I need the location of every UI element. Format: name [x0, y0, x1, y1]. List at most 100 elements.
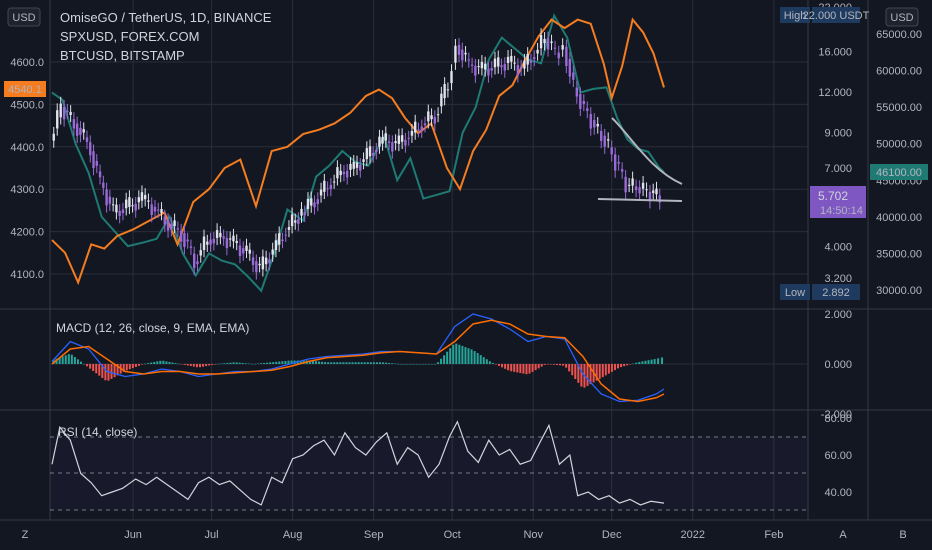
candle-body: [397, 135, 401, 144]
macd-histogram-bar: [171, 362, 174, 364]
macd-histogram-bar: [479, 355, 482, 364]
candle-body: [271, 249, 274, 255]
macd-histogram-bar: [348, 362, 351, 364]
macd-histogram-bar: [415, 364, 418, 365]
candle-body: [470, 64, 474, 66]
macd-histogram-bar: [165, 361, 168, 364]
candle-body: [387, 141, 391, 143]
candle-body: [487, 68, 490, 76]
candle-body: [274, 240, 278, 250]
macd-histogram-bar: [473, 351, 476, 364]
spx-last-value: 4540.1: [8, 84, 42, 96]
macd-histogram-bar: [461, 345, 464, 364]
macd-histogram-bar: [153, 361, 156, 364]
candle-body: [72, 119, 76, 129]
candle-body: [108, 196, 112, 204]
macd-histogram-bar: [528, 364, 531, 374]
candle-body: [557, 52, 560, 59]
macd-histogram-bar: [552, 364, 555, 365]
candle-body: [355, 162, 359, 168]
candle-body: [461, 49, 464, 61]
spx-price-axis[interactable]: 4600.0 4500.0 4400.0 4300.0 4200.0 4100.0: [10, 57, 44, 281]
macd-line: [51, 313, 665, 403]
macd-histogram-bar: [189, 364, 192, 367]
macd-histogram-bar: [498, 364, 501, 366]
candle-body: [516, 65, 520, 76]
macd-histogram-bar: [269, 362, 272, 364]
candle-body: [79, 127, 82, 136]
macd-histogram-bar: [125, 364, 128, 371]
candle-body: [143, 195, 147, 200]
macd-histogram-bar: [510, 364, 513, 372]
right-currency-button[interactable]: [885, 7, 919, 27]
candle-body: [546, 38, 550, 50]
candle-body: [436, 114, 440, 116]
candle-body: [391, 142, 394, 152]
macd-histogram-bar: [263, 362, 266, 364]
candle-body: [199, 250, 202, 256]
candle-body: [69, 111, 72, 115]
candle-body: [533, 57, 536, 60]
candle-body: [503, 64, 506, 71]
macd-histogram-bar: [58, 357, 61, 364]
time-tick-label: Dec: [602, 529, 622, 541]
candle-body: [196, 261, 199, 265]
drawing-curve-tool[interactable]: [611, 117, 683, 185]
macd-histogram-bar: [198, 364, 201, 368]
auto-scale-icon[interactable]: A: [839, 529, 847, 541]
macd-histogram-bar: [308, 360, 311, 364]
macd-histogram-bar: [299, 360, 302, 364]
candle-body: [297, 219, 300, 224]
high-value-badge: [812, 7, 860, 23]
settings-b-icon[interactable]: B: [899, 529, 906, 541]
macd-histogram-bar: [162, 360, 165, 364]
left-currency-button[interactable]: [7, 7, 41, 27]
candle-body: [648, 191, 652, 202]
macd-histogram-bar: [116, 364, 119, 376]
btc-tick-label: 55000.00: [876, 102, 922, 114]
candle-body: [179, 230, 183, 242]
macd-histogram-bar: [470, 349, 473, 364]
macd-histogram-bar: [409, 364, 412, 365]
macd-histogram-bar: [64, 355, 67, 364]
time-tick-label: Oct: [444, 529, 461, 541]
macd-histogram-bar: [388, 362, 391, 364]
candle-body: [634, 186, 638, 191]
candle-body: [176, 228, 180, 230]
candle-body: [235, 241, 238, 243]
candle-body: [245, 245, 248, 251]
low-label-badge: [780, 284, 810, 300]
candle-body: [128, 197, 131, 207]
macd-histogram-bar: [485, 359, 488, 364]
macd-histogram-bar: [613, 364, 616, 371]
macd-histogram-bar: [418, 364, 421, 365]
rsi-tick-label: 40.00: [824, 487, 852, 499]
macd-histogram-bar: [531, 364, 534, 372]
candle-body: [222, 236, 225, 239]
candle-body: [506, 56, 510, 63]
candle-body: [523, 60, 526, 69]
macd-histogram-bar: [131, 364, 134, 369]
spx-tick-label: 4200.0: [10, 227, 44, 239]
candle-body: [519, 66, 523, 69]
omg-last-value: 5.702: [818, 189, 848, 203]
zoom-icon[interactable]: Z: [22, 529, 29, 541]
macd-histogram-bar: [644, 360, 647, 364]
macd-histogram-bar: [235, 362, 238, 364]
candle-body: [242, 248, 245, 254]
candle-body: [550, 41, 553, 43]
time-axis[interactable]: Jun Jul Aug Sep Oct Nov Dec 2022 Feb: [124, 529, 783, 541]
candle-body: [137, 197, 141, 203]
candle-body: [378, 136, 381, 147]
drawing-support-line[interactable]: [597, 198, 683, 202]
candle-body: [281, 239, 284, 242]
candle-body: [454, 45, 457, 63]
candle-body: [575, 87, 579, 97]
macd-histogram-bar: [617, 364, 620, 369]
time-tick-label: Jun: [124, 529, 142, 541]
macd-histogram-bar: [311, 360, 314, 364]
macd-histogram-bar: [137, 364, 140, 366]
macd-histogram-bar: [458, 344, 461, 364]
candle-body: [336, 167, 339, 179]
